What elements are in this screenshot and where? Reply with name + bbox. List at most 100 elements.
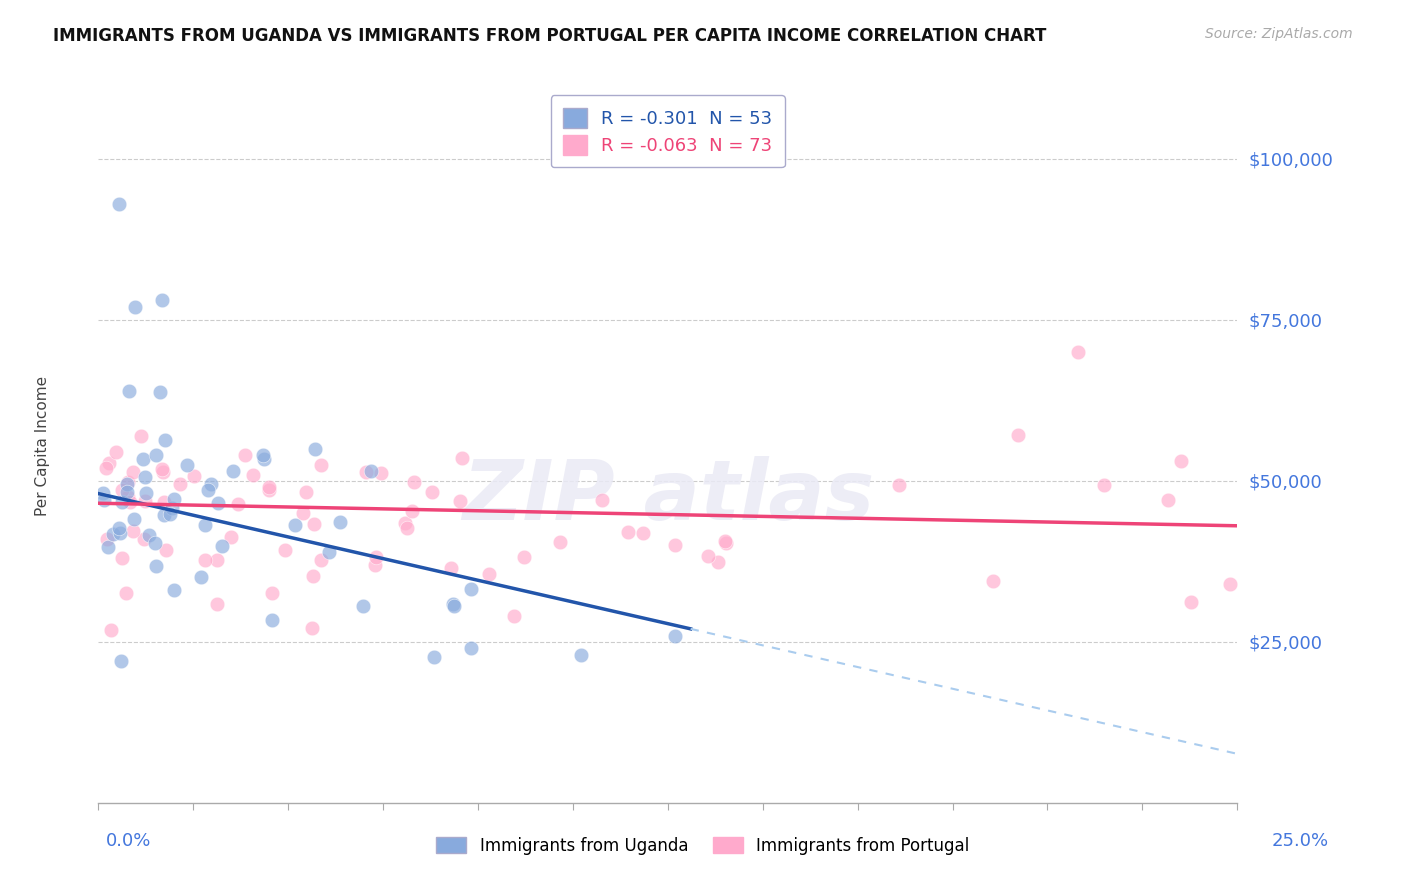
Point: [135, 485, 157, 500]
Point: [1007, 428, 1029, 442]
Point: [160, 500, 183, 515]
Point: [176, 458, 198, 472]
Point: [309, 553, 332, 567]
Point: [98, 456, 121, 470]
Point: [194, 518, 217, 533]
Point: [550, 534, 572, 549]
Point: [97, 540, 120, 554]
Point: [197, 483, 219, 497]
Point: [108, 196, 131, 211]
Text: 0.0%: 0.0%: [105, 831, 150, 849]
Point: [233, 448, 256, 462]
Point: [205, 552, 228, 566]
Point: [183, 469, 205, 483]
Point: [111, 494, 134, 508]
Point: [513, 550, 536, 565]
Point: [143, 536, 166, 550]
Point: [211, 539, 233, 553]
Point: [159, 508, 181, 522]
Point: [364, 550, 387, 565]
Point: [222, 464, 245, 478]
Point: [617, 525, 640, 540]
Point: [117, 490, 139, 504]
Point: [401, 504, 423, 518]
Point: [714, 533, 737, 548]
Point: [569, 648, 592, 663]
Point: [152, 466, 174, 480]
Point: [150, 293, 173, 308]
Point: [163, 492, 186, 507]
Point: [252, 448, 274, 462]
Point: [460, 582, 482, 596]
Point: [200, 477, 222, 491]
Point: [423, 650, 446, 665]
Point: [706, 555, 728, 569]
Point: [318, 545, 340, 559]
Point: [132, 452, 155, 467]
Point: [207, 495, 229, 509]
Point: [478, 566, 501, 581]
Point: [121, 465, 143, 479]
Point: [1219, 576, 1241, 591]
Point: [226, 497, 249, 511]
Point: [114, 585, 136, 599]
Point: [887, 478, 910, 492]
Point: [153, 433, 176, 447]
Point: [96, 532, 118, 546]
Point: [395, 521, 418, 535]
Point: [631, 526, 654, 541]
Point: [149, 385, 172, 400]
Point: [134, 469, 156, 483]
Point: [124, 300, 146, 314]
Text: Source: ZipAtlas.com: Source: ZipAtlas.com: [1205, 27, 1353, 41]
Point: [449, 493, 471, 508]
Point: [302, 517, 325, 532]
Point: [309, 458, 332, 472]
Point: [96, 460, 118, 475]
Point: [696, 549, 718, 563]
Text: 25.0%: 25.0%: [1271, 831, 1329, 849]
Point: [118, 494, 141, 508]
Point: [242, 467, 264, 482]
Point: [111, 551, 134, 566]
Point: [93, 493, 115, 508]
Point: [108, 526, 131, 541]
Point: [145, 448, 167, 462]
Point: [354, 465, 377, 479]
Point: [110, 654, 132, 668]
Point: [257, 480, 280, 494]
Text: ZIP atlas: ZIP atlas: [461, 456, 875, 537]
Legend: Immigrants from Uganda, Immigrants from Portugal: Immigrants from Uganda, Immigrants from …: [430, 830, 976, 862]
Point: [364, 558, 387, 572]
Point: [370, 467, 392, 481]
Point: [132, 532, 155, 546]
Point: [295, 485, 318, 500]
Point: [129, 429, 152, 443]
Point: [169, 476, 191, 491]
Point: [153, 508, 176, 522]
Point: [284, 518, 307, 533]
Point: [420, 485, 443, 500]
Point: [443, 599, 465, 613]
Point: [440, 561, 463, 575]
Point: [260, 613, 283, 627]
Point: [117, 485, 139, 500]
Point: [352, 599, 374, 613]
Point: [134, 494, 156, 508]
Point: [714, 536, 737, 550]
Text: IMMIGRANTS FROM UGANDA VS IMMIGRANTS FROM PORTUGAL PER CAPITA INCOME CORRELATION: IMMIGRANTS FROM UGANDA VS IMMIGRANTS FRO…: [53, 27, 1047, 45]
Point: [302, 569, 325, 583]
Point: [1170, 454, 1192, 468]
Point: [221, 530, 243, 544]
Legend: R = -0.301  N = 53, R = -0.063  N = 73: R = -0.301 N = 53, R = -0.063 N = 73: [551, 95, 785, 168]
Point: [153, 495, 176, 509]
Point: [104, 444, 127, 458]
Point: [100, 623, 122, 637]
Point: [441, 597, 464, 611]
Point: [301, 621, 323, 635]
Point: [111, 483, 134, 498]
Point: [260, 586, 283, 600]
Point: [108, 521, 131, 535]
Text: Per Capita Income: Per Capita Income: [35, 376, 49, 516]
Point: [981, 574, 1004, 588]
